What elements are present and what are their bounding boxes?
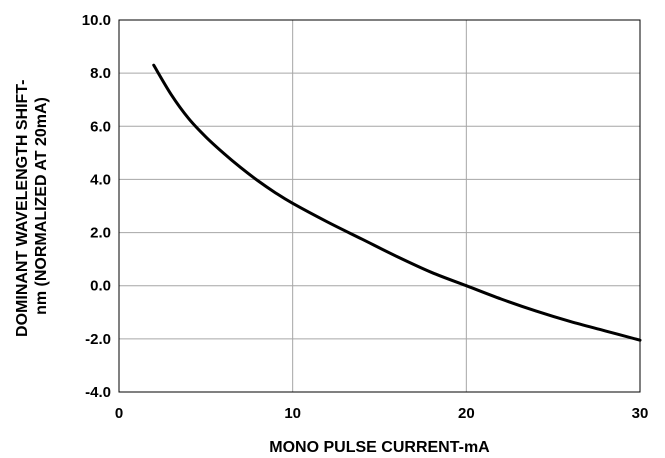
plot-area-border (118, 19, 641, 393)
y-tick-label: 6.0 (90, 118, 111, 135)
y-tick-label: 8.0 (90, 65, 111, 82)
series-line (152, 63, 642, 342)
y-tick-label: 10.0 (82, 12, 111, 29)
y-tick-label: 0.0 (90, 278, 111, 295)
y-axis-title-line-2: nm (NORMALIZED AT 20mA) (33, 97, 50, 315)
y-tick-label: -4.0 (85, 384, 111, 401)
y-axis-title: DOMINANT WAVELENGTH SHIFT- nm (NORMALIZE… (14, 75, 50, 337)
x-tick-label: 20 (458, 405, 475, 422)
x-tick-label: 30 (632, 405, 649, 422)
x-axis-title: MONO PULSE CURRENT-mA (269, 439, 490, 456)
y-tick-labels: -4.0 -2.0 0.0 2.0 4.0 6.0 8.0 10.0 (82, 12, 111, 401)
x-tick-label: 10 (284, 405, 301, 422)
x-tick-label: 0 (115, 405, 123, 422)
x-tick-labels: 0 10 20 30 (115, 405, 649, 422)
y-tick-label: -2.0 (85, 331, 111, 348)
y-tick-label: 4.0 (90, 171, 111, 188)
grid-lines (118, 19, 641, 393)
y-axis-title-line-1: DOMINANT WAVELENGTH SHIFT- (14, 79, 31, 336)
series-layer (152, 63, 642, 342)
y-tick-label: 2.0 (90, 225, 111, 242)
